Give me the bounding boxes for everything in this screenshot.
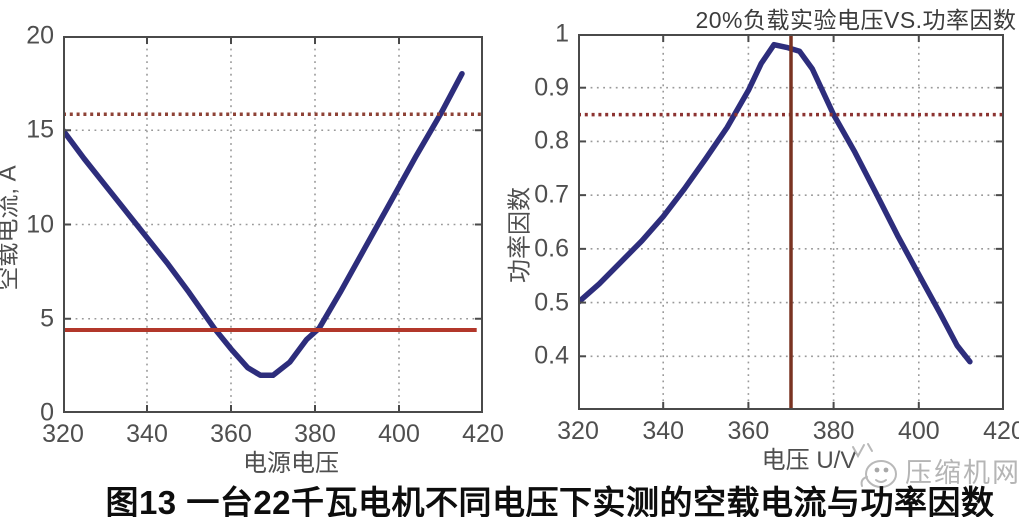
y-tick-label: 1 xyxy=(555,19,569,48)
x-tick-label: 380 xyxy=(812,417,855,445)
x-tick-label: 360 xyxy=(727,417,770,445)
compressor-net-logo-icon xyxy=(852,443,897,488)
y-tick-label: 10 xyxy=(26,210,54,238)
x-axis-label-voltage: 电压 U/V xyxy=(761,447,857,474)
y-tick-label: 20 xyxy=(26,21,54,50)
figure-caption: 图13 一台22千瓦电机不同电压下实测的空载电流与功率因数 xyxy=(105,484,995,517)
x-tick-label: 340 xyxy=(642,417,685,445)
watermark: 压缩机网 xyxy=(848,441,1019,497)
y-tick-label: 15 xyxy=(26,115,54,144)
y-tick-label: 0.8 xyxy=(534,126,569,155)
x-tick-label: 360 xyxy=(210,420,252,448)
no-load-current-plot xyxy=(63,36,483,413)
y-tick-label: 0.5 xyxy=(534,288,569,317)
x-tick-label: 320 xyxy=(557,417,599,445)
x-tick-label: 380 xyxy=(294,420,336,448)
x-tick-label: 400 xyxy=(897,417,940,445)
x-tick-label: 340 xyxy=(126,420,168,448)
y-tick-label: 5 xyxy=(40,304,54,333)
x-tick-label: 400 xyxy=(378,420,420,448)
power-factor-plot xyxy=(578,34,1004,410)
x-tick-label: 320 xyxy=(42,420,84,448)
y-tick-label: 0 xyxy=(40,398,54,427)
y-tick-label: 0.7 xyxy=(534,180,569,209)
y-tick-label: 0.6 xyxy=(534,234,569,263)
watermark-text: 压缩机网 xyxy=(905,458,1019,488)
x-axis-label-supply-voltage: 电源电压 xyxy=(243,450,339,477)
y-axis-label-power-factor: 功率因数 xyxy=(506,187,534,283)
x-tick-label: 420 xyxy=(462,420,504,448)
y-tick-label: 0.9 xyxy=(534,73,569,102)
y-tick-label: 0.4 xyxy=(534,341,569,370)
x-tick-label: 420 xyxy=(983,417,1019,445)
power-factor-chart-title: 20%负载实验电压VS.功率因数 xyxy=(695,7,1017,33)
